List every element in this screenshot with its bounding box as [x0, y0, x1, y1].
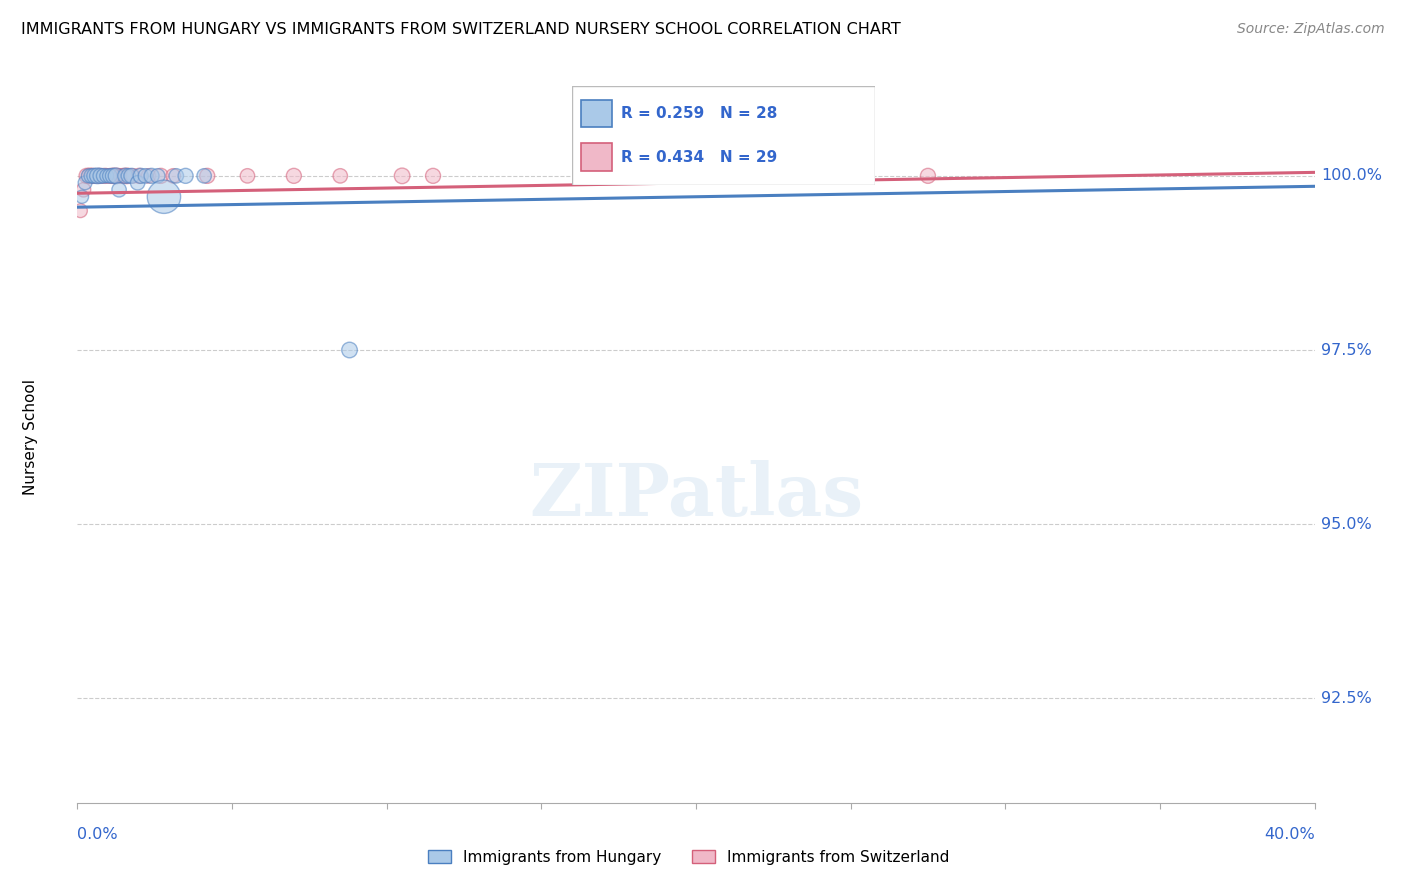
Point — [153, 190, 176, 204]
Point — [329, 169, 352, 183]
Point — [103, 169, 125, 183]
Text: 0.0%: 0.0% — [77, 827, 118, 841]
Point — [86, 169, 108, 183]
Point — [69, 203, 91, 218]
Text: ZIPatlas: ZIPatlas — [529, 460, 863, 531]
Text: 92.5%: 92.5% — [1320, 690, 1371, 706]
Point — [422, 169, 444, 183]
Point — [122, 169, 145, 183]
Point — [84, 169, 107, 183]
Point — [70, 190, 93, 204]
Point — [391, 169, 413, 183]
Point — [72, 183, 94, 197]
Point — [97, 169, 120, 183]
Point — [107, 169, 129, 183]
Point — [236, 169, 259, 183]
Point — [105, 169, 127, 183]
Point — [108, 183, 131, 197]
Point — [112, 169, 135, 183]
Point — [101, 169, 124, 183]
Point — [165, 169, 187, 183]
Point — [762, 169, 785, 183]
Point — [339, 343, 361, 357]
Point — [195, 169, 218, 183]
Text: Nursery School: Nursery School — [22, 379, 38, 495]
Point — [87, 169, 110, 183]
Point — [193, 169, 215, 183]
Point — [93, 169, 115, 183]
Point — [162, 169, 184, 183]
Point — [100, 169, 122, 183]
Point — [98, 169, 121, 183]
Text: Source: ZipAtlas.com: Source: ZipAtlas.com — [1237, 22, 1385, 37]
Point — [146, 169, 169, 183]
Point — [83, 169, 105, 183]
Point — [82, 169, 104, 183]
Point — [121, 169, 143, 183]
Point — [110, 169, 132, 183]
Point — [77, 169, 100, 183]
Point — [141, 169, 163, 183]
Point — [117, 169, 139, 183]
Point — [75, 176, 96, 190]
Point — [96, 169, 118, 183]
Point — [90, 169, 111, 183]
Point — [592, 169, 614, 183]
Text: 40.0%: 40.0% — [1264, 827, 1315, 841]
Point — [129, 169, 152, 183]
Point — [80, 169, 103, 183]
Point — [623, 169, 645, 183]
Point — [79, 169, 101, 183]
Point — [917, 169, 939, 183]
Point — [115, 169, 138, 183]
Point — [127, 176, 149, 190]
Point — [114, 169, 136, 183]
Point — [91, 169, 114, 183]
Text: 95.0%: 95.0% — [1320, 516, 1371, 532]
Point — [76, 169, 98, 183]
Text: 100.0%: 100.0% — [1320, 169, 1382, 184]
Point — [283, 169, 305, 183]
Text: IMMIGRANTS FROM HUNGARY VS IMMIGRANTS FROM SWITZERLAND NURSERY SCHOOL CORRELATIO: IMMIGRANTS FROM HUNGARY VS IMMIGRANTS FR… — [21, 22, 901, 37]
Point — [138, 169, 160, 183]
Point — [128, 169, 150, 183]
Point — [174, 169, 197, 183]
Point — [149, 169, 172, 183]
Point — [94, 169, 117, 183]
Legend: Immigrants from Hungary, Immigrants from Switzerland: Immigrants from Hungary, Immigrants from… — [422, 844, 956, 871]
Point — [134, 169, 156, 183]
Text: 97.5%: 97.5% — [1320, 343, 1371, 358]
